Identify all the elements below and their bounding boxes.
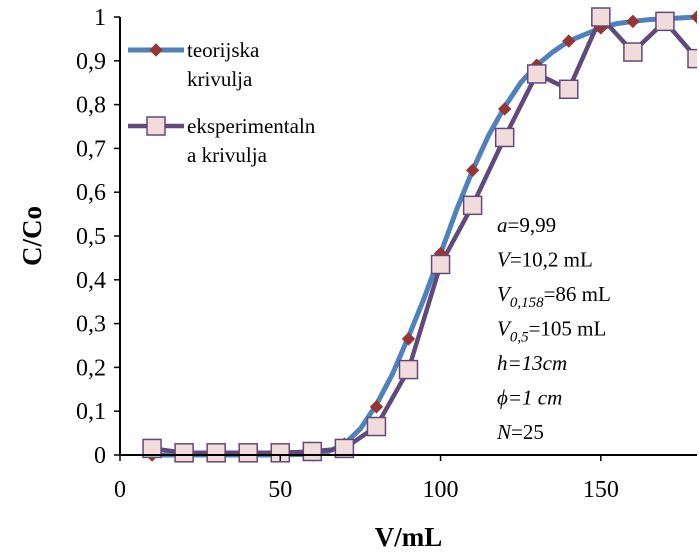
data-point-experimental — [334, 438, 355, 459]
data-point-theoretical — [497, 102, 512, 116]
y-axis-title: C/Co — [17, 206, 47, 266]
legend-marker — [146, 116, 166, 136]
data-point-experimental — [142, 438, 162, 459]
data-point-theoretical — [626, 14, 640, 29]
annotation-variable: V — [497, 282, 512, 306]
legend-label: teorijska — [187, 38, 260, 62]
data-point-experimental — [623, 42, 643, 62]
annotation-line: a=9,99 — [497, 213, 556, 237]
annotation-value: =86 mL — [544, 282, 611, 306]
data-point-theoretical — [465, 163, 480, 178]
data-point-theoretical — [401, 332, 416, 346]
x-tick-label: 100 — [423, 477, 459, 503]
y-tick-label: 0,3 — [76, 312, 106, 338]
data-point-experimental — [591, 7, 611, 27]
annotation-value: =9,99 — [508, 213, 557, 237]
annotation-variable: N — [496, 420, 512, 444]
annotation-variable: ϕ — [497, 386, 508, 410]
data-point-theoretical — [690, 10, 697, 24]
annotation-subscript: 0,5 — [510, 330, 529, 346]
x-tick-label: 50 — [268, 477, 292, 503]
annotation-value: =25 — [511, 420, 544, 444]
y-tick-label: 0,7 — [76, 136, 106, 162]
annotation-line: V=10,2 mL — [497, 248, 593, 272]
y-tick-label: 0,8 — [76, 93, 106, 119]
x-axis-title: V/mL — [375, 522, 443, 552]
annotation-variable: V — [497, 317, 512, 341]
y-tick-label: 0,5 — [76, 224, 106, 250]
legend-entry-0: teorijska krivulja — [128, 38, 260, 91]
y-tick-label: 0,6 — [76, 180, 106, 206]
annotation-line: N=25 — [496, 420, 544, 444]
x-tick-label: 0 — [114, 477, 126, 503]
data-point-experimental — [687, 48, 697, 69]
annotation-variable: a — [497, 213, 508, 237]
data-point-theoretical — [369, 400, 384, 414]
y-tick-label: 0,2 — [76, 355, 106, 381]
data-point-experimental — [302, 441, 323, 462]
annotation-value: =13cm — [508, 351, 568, 375]
y-tick-label: 0,9 — [76, 49, 106, 75]
data-point-experimental — [206, 443, 226, 463]
annotation-value: =1 cm — [508, 386, 562, 410]
annotation-value: =105 mL — [529, 317, 607, 341]
data-point-experimental — [655, 11, 675, 32]
data-point-experimental — [494, 127, 515, 148]
data-point-experimental — [174, 443, 194, 463]
annotation-line: V0,5=105 mL — [497, 317, 606, 346]
y-tick-label: 0,4 — [76, 268, 106, 294]
data-point-theoretical — [562, 34, 576, 48]
data-point-experimental — [430, 254, 451, 275]
data-point-experimental — [462, 195, 483, 216]
annotation-variable: h — [497, 351, 508, 375]
data-point-experimental — [270, 443, 291, 463]
annotation-line: V0,158=86 mL — [497, 282, 611, 311]
legend-label: krivulja — [187, 67, 253, 91]
series-group — [142, 7, 697, 463]
series-markers-1 — [142, 7, 697, 463]
y-tick-label: 0 — [94, 443, 106, 469]
annotation-subscript: 0,158 — [510, 295, 544, 311]
legend-label: eksperimentaln — [187, 114, 316, 138]
y-tick-label: 0,1 — [76, 399, 106, 425]
legend: teorijska krivulja eksperimentaln a krivulj… — [128, 38, 316, 167]
legend-label: a krivulja — [187, 143, 268, 167]
data-point-experimental — [559, 79, 579, 100]
annotation-value: =10,2 mL — [510, 248, 593, 272]
data-point-experimental — [238, 443, 258, 463]
y-tick-label: 1 — [94, 5, 106, 31]
data-point-experimental — [398, 359, 419, 380]
legend-marker — [149, 43, 163, 57]
axes: 0 0,1 0,2 0,3 0,4 0,5 0,6 0,7 0,8 0,9 1 0 50 100 150 V/… — [17, 5, 697, 552]
data-point-experimental — [366, 416, 387, 437]
annotation-line: ϕ=1 cm — [497, 386, 562, 410]
legend-entry-1: eksperimentaln a krivulja — [128, 114, 316, 167]
annotation-variable: V — [497, 248, 512, 272]
data-point-experimental — [526, 64, 547, 84]
plot-area — [142, 7, 697, 463]
x-tick-label: 150 — [583, 477, 619, 503]
annotation-line: h=13cm — [497, 351, 567, 375]
